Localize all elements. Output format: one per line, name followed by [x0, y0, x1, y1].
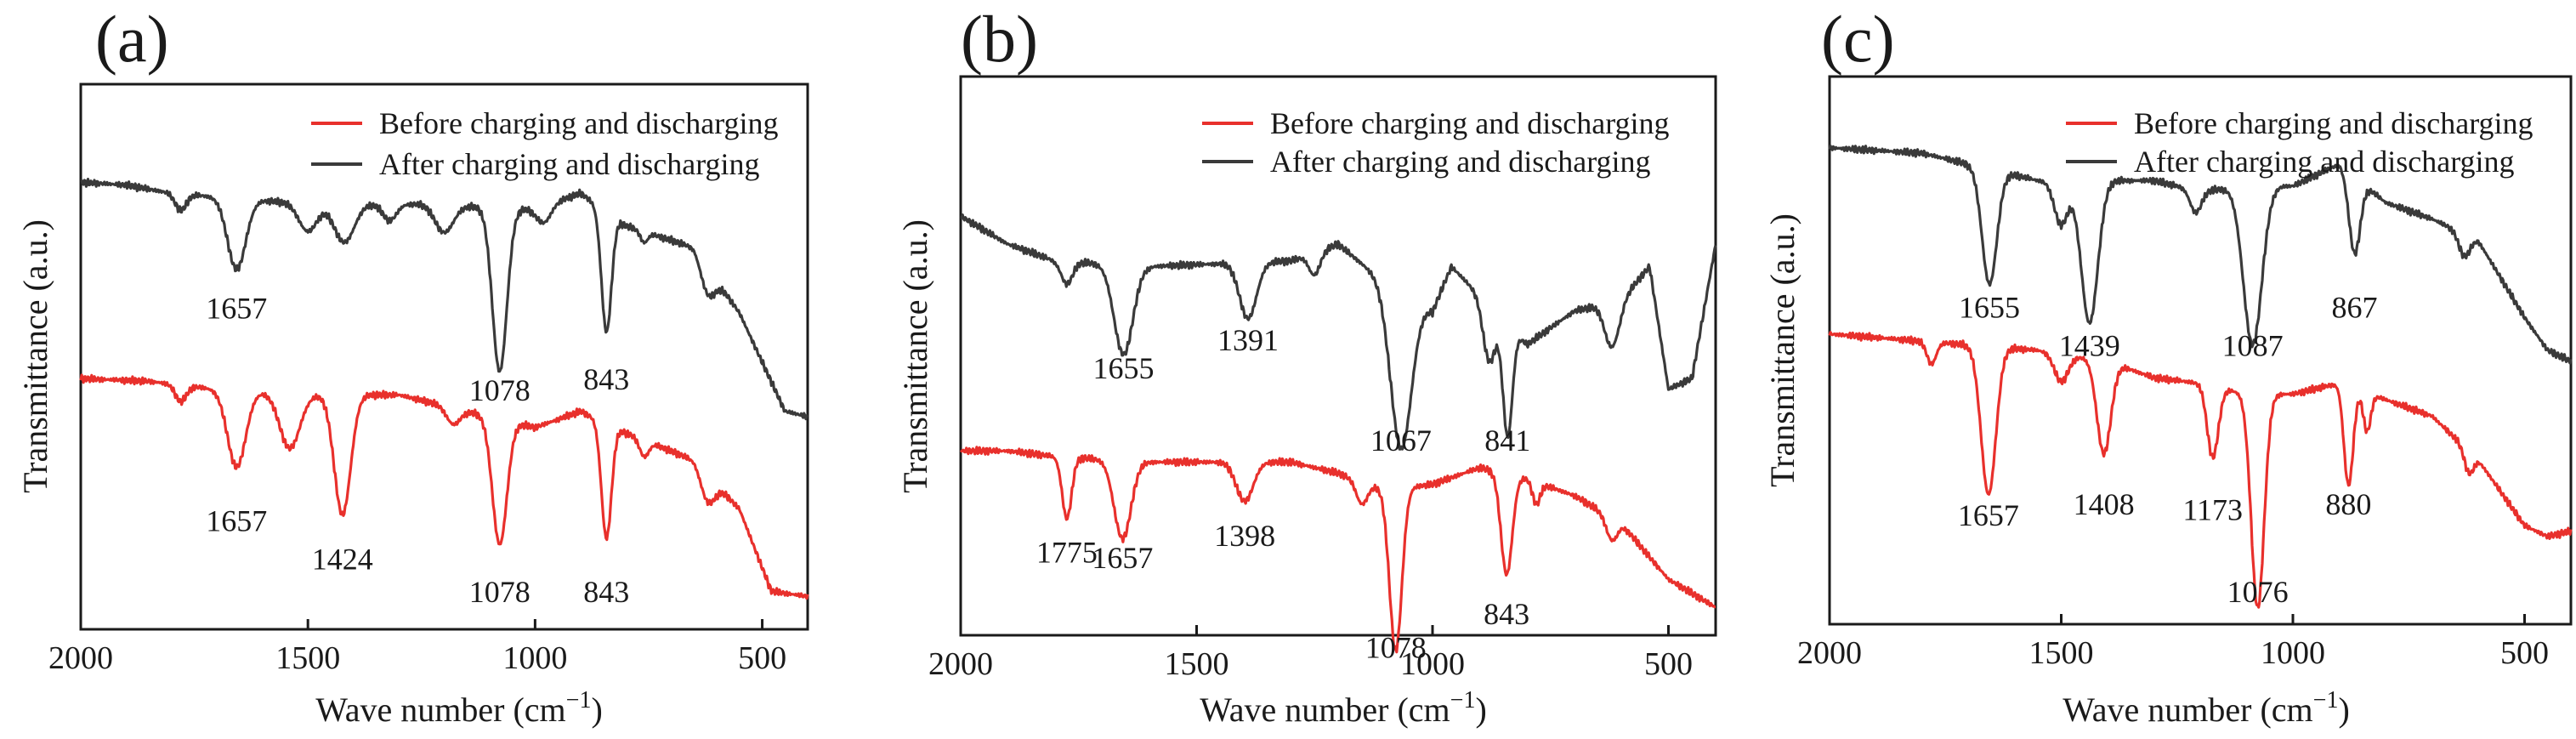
x-ticks: 2000 1500 1000 500: [48, 619, 786, 676]
x-axis-title: Wave number (cm−1): [1200, 687, 1487, 729]
peak-label: 1439: [2059, 328, 2120, 362]
x-tick-label: 1000: [502, 640, 567, 676]
spectra: [959, 213, 1717, 654]
series-line-after: [80, 178, 809, 421]
peak-label: 1775: [1036, 536, 1098, 570]
x-ticks: 2000 1500 1000 500: [928, 625, 1693, 682]
peak-label: 1408: [2074, 487, 2135, 521]
peak-label: 1087: [2222, 328, 2284, 362]
x-tick-label: 1500: [1165, 646, 1229, 682]
plot-frame: [1828, 75, 2573, 626]
x-tick-label: 1000: [2261, 635, 2325, 671]
peak-label: 1391: [1217, 323, 1279, 357]
series-line-before: [959, 446, 1716, 654]
peak-label: 1657: [206, 504, 267, 538]
peak-labels: 1655 1439 1087 867 1657 1408 1173 1076 880: [1958, 290, 2378, 609]
x-tick-label: 1000: [1400, 646, 1465, 682]
y-axis-title: Transmittance (a.u.): [896, 219, 934, 493]
x-tick-label: 500: [2500, 635, 2549, 671]
legend: Before charging and discharging After ch…: [1202, 106, 1670, 179]
x-tick-label: 1500: [2029, 635, 2094, 671]
x-axis-title: Wave number (cm−1): [2063, 687, 2350, 729]
peak-label: 843: [583, 575, 629, 609]
peak-label: 1067: [1370, 424, 1432, 458]
plot-frame: [79, 82, 809, 631]
peak-label: 841: [1484, 424, 1530, 458]
series-line-before: [1828, 331, 2573, 609]
legend-label-before: Before charging and discharging: [1270, 106, 1670, 140]
x-tick-label: 2000: [48, 640, 113, 676]
legend-label-before: Before charging and discharging: [2134, 106, 2533, 140]
x-tick-label: 1500: [275, 640, 340, 676]
spectra: [79, 178, 809, 600]
peak-label: 867: [2331, 290, 2377, 324]
peak-label: 1173: [2182, 493, 2243, 527]
x-tick-label: 500: [1644, 646, 1693, 682]
y-axis-title: Transmittance (a.u.): [1763, 213, 1801, 487]
x-tick-label: 2000: [1797, 635, 1862, 671]
series-line-before: [79, 373, 809, 600]
peak-label: 1398: [1214, 519, 1275, 553]
peak-label: 1657: [206, 292, 267, 326]
x-ticks: 2000 1500 1000 500: [1797, 614, 2549, 671]
y-axis-title: Transmittance (a.u.): [16, 219, 54, 493]
peak-label: 1655: [1092, 351, 1154, 385]
peak-label: 1078: [469, 373, 531, 407]
legend-label-before: Before charging and discharging: [379, 106, 779, 140]
peak-label: 880: [2325, 487, 2371, 521]
panel-label: (b): [961, 2, 1038, 76]
series-line-after: [1828, 145, 2573, 365]
peak-label: 1657: [1958, 498, 2019, 532]
legend: Before charging and discharging After ch…: [311, 106, 779, 181]
peak-label: 1076: [2227, 575, 2289, 609]
legend: Before charging and discharging After ch…: [2066, 106, 2533, 179]
x-tick-label: 2000: [928, 646, 993, 682]
peak-label: 1078: [1365, 630, 1427, 664]
peak-labels: 1657 1078 843 1657 1424 1078 843: [206, 292, 629, 609]
peak-label: 1657: [1092, 541, 1153, 575]
legend-label-after: After charging and discharging: [2134, 145, 2515, 179]
x-axis-title: Wave number (cm−1): [315, 687, 603, 729]
panel-label: (c): [1821, 2, 1895, 76]
peak-label: 843: [1484, 597, 1529, 631]
peak-label: 1655: [1959, 290, 2020, 324]
plot-frame: [959, 75, 1717, 637]
spectra: [1828, 145, 2573, 609]
legend-label-after: After charging and discharging: [379, 147, 760, 181]
peak-label: 1078: [469, 575, 531, 609]
peak-label: 843: [583, 362, 629, 396]
x-tick-label: 500: [738, 640, 786, 676]
panel-label: (a): [95, 2, 169, 76]
series-line-after: [960, 213, 1717, 451]
peak-label: 1424: [312, 542, 373, 576]
legend-label-after: After charging and discharging: [1270, 145, 1651, 179]
